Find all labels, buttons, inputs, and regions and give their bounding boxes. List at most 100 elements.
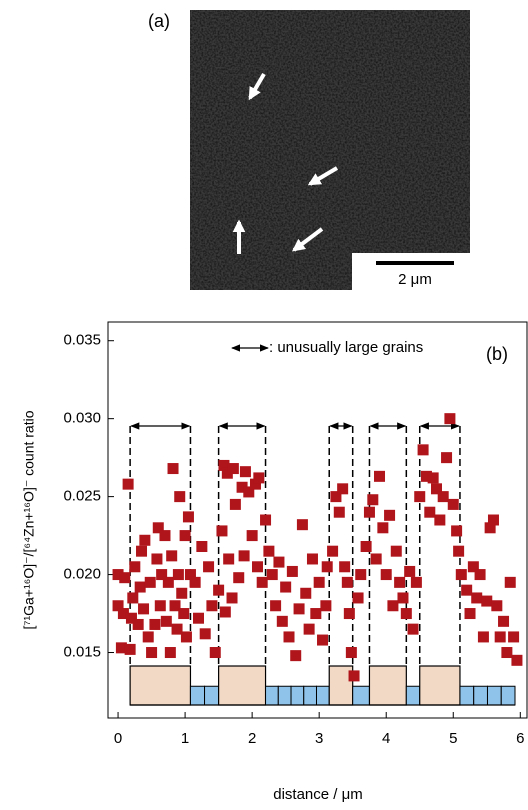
point bbox=[219, 606, 231, 618]
small-grain bbox=[290, 685, 305, 706]
point bbox=[330, 491, 342, 503]
point bbox=[280, 581, 292, 593]
point bbox=[243, 486, 255, 498]
point bbox=[266, 569, 278, 581]
point bbox=[246, 530, 258, 542]
point bbox=[487, 514, 499, 526]
point bbox=[511, 654, 523, 666]
point bbox=[491, 600, 503, 612]
point bbox=[119, 572, 131, 584]
point bbox=[427, 472, 439, 484]
point bbox=[164, 647, 176, 659]
point bbox=[159, 530, 171, 542]
y-tick-label: 0.025 bbox=[63, 488, 101, 505]
point bbox=[313, 576, 325, 588]
point bbox=[167, 463, 179, 475]
point bbox=[474, 569, 486, 581]
arrow bbox=[307, 166, 339, 186]
point bbox=[239, 466, 251, 478]
y-tick-label: 0.035 bbox=[63, 332, 101, 349]
point bbox=[477, 631, 489, 643]
small-grain bbox=[189, 685, 206, 706]
point bbox=[430, 483, 442, 495]
x-tick-label: 1 bbox=[181, 730, 189, 747]
point bbox=[189, 576, 201, 588]
point bbox=[178, 608, 190, 620]
small-grain bbox=[405, 685, 421, 706]
point bbox=[306, 553, 318, 565]
point bbox=[227, 463, 239, 475]
point bbox=[397, 592, 409, 604]
point bbox=[263, 545, 275, 557]
point bbox=[193, 612, 205, 624]
point bbox=[417, 444, 429, 456]
large-grain-box bbox=[129, 665, 192, 706]
point bbox=[174, 491, 186, 503]
point bbox=[221, 467, 233, 479]
point bbox=[484, 522, 496, 534]
x-tick-label: 3 bbox=[315, 730, 323, 747]
point bbox=[508, 631, 520, 643]
point bbox=[182, 511, 194, 523]
point bbox=[387, 600, 399, 612]
point bbox=[320, 600, 332, 612]
point bbox=[333, 506, 345, 518]
point bbox=[343, 608, 355, 620]
point bbox=[434, 514, 446, 526]
y-tick-label: 0.015 bbox=[63, 643, 101, 660]
point bbox=[196, 541, 208, 553]
point bbox=[404, 565, 416, 577]
small-grain bbox=[486, 685, 502, 706]
point bbox=[414, 491, 426, 503]
arrows bbox=[232, 72, 339, 254]
point bbox=[149, 618, 161, 630]
point bbox=[134, 581, 146, 593]
point bbox=[122, 478, 134, 490]
point bbox=[233, 572, 245, 584]
point bbox=[160, 615, 172, 627]
x-tick-label: 4 bbox=[382, 730, 390, 747]
point bbox=[115, 642, 127, 654]
point bbox=[124, 643, 136, 655]
scale-bar-box bbox=[352, 253, 470, 290]
point bbox=[296, 519, 308, 531]
small-grain bbox=[204, 685, 220, 706]
small-grain bbox=[315, 685, 330, 706]
point bbox=[498, 615, 510, 627]
small-grain bbox=[277, 685, 292, 706]
point bbox=[384, 509, 396, 521]
point bbox=[171, 623, 183, 635]
point bbox=[256, 576, 268, 588]
point bbox=[341, 576, 353, 588]
point bbox=[276, 615, 288, 627]
point bbox=[380, 569, 392, 581]
point bbox=[142, 631, 154, 643]
point bbox=[206, 600, 218, 612]
point bbox=[471, 592, 483, 604]
small-grain bbox=[265, 685, 279, 706]
point bbox=[317, 634, 329, 646]
point bbox=[400, 608, 412, 620]
point bbox=[223, 553, 235, 565]
point bbox=[166, 550, 178, 562]
point bbox=[337, 483, 349, 495]
point bbox=[238, 550, 250, 562]
point bbox=[136, 545, 148, 557]
point bbox=[501, 647, 513, 659]
plot-frame bbox=[107, 321, 528, 719]
point bbox=[152, 522, 164, 534]
point bbox=[360, 541, 372, 553]
x-tick-label: 5 bbox=[449, 730, 457, 747]
point bbox=[180, 631, 192, 643]
point bbox=[367, 494, 379, 506]
point bbox=[283, 631, 295, 643]
point bbox=[444, 413, 456, 425]
y-tick-label: 0.020 bbox=[63, 566, 101, 583]
large-grain-box bbox=[419, 665, 461, 706]
point bbox=[260, 514, 272, 526]
point bbox=[226, 592, 238, 604]
point bbox=[355, 569, 367, 581]
micrograph-texture bbox=[190, 10, 470, 290]
point bbox=[327, 545, 339, 557]
